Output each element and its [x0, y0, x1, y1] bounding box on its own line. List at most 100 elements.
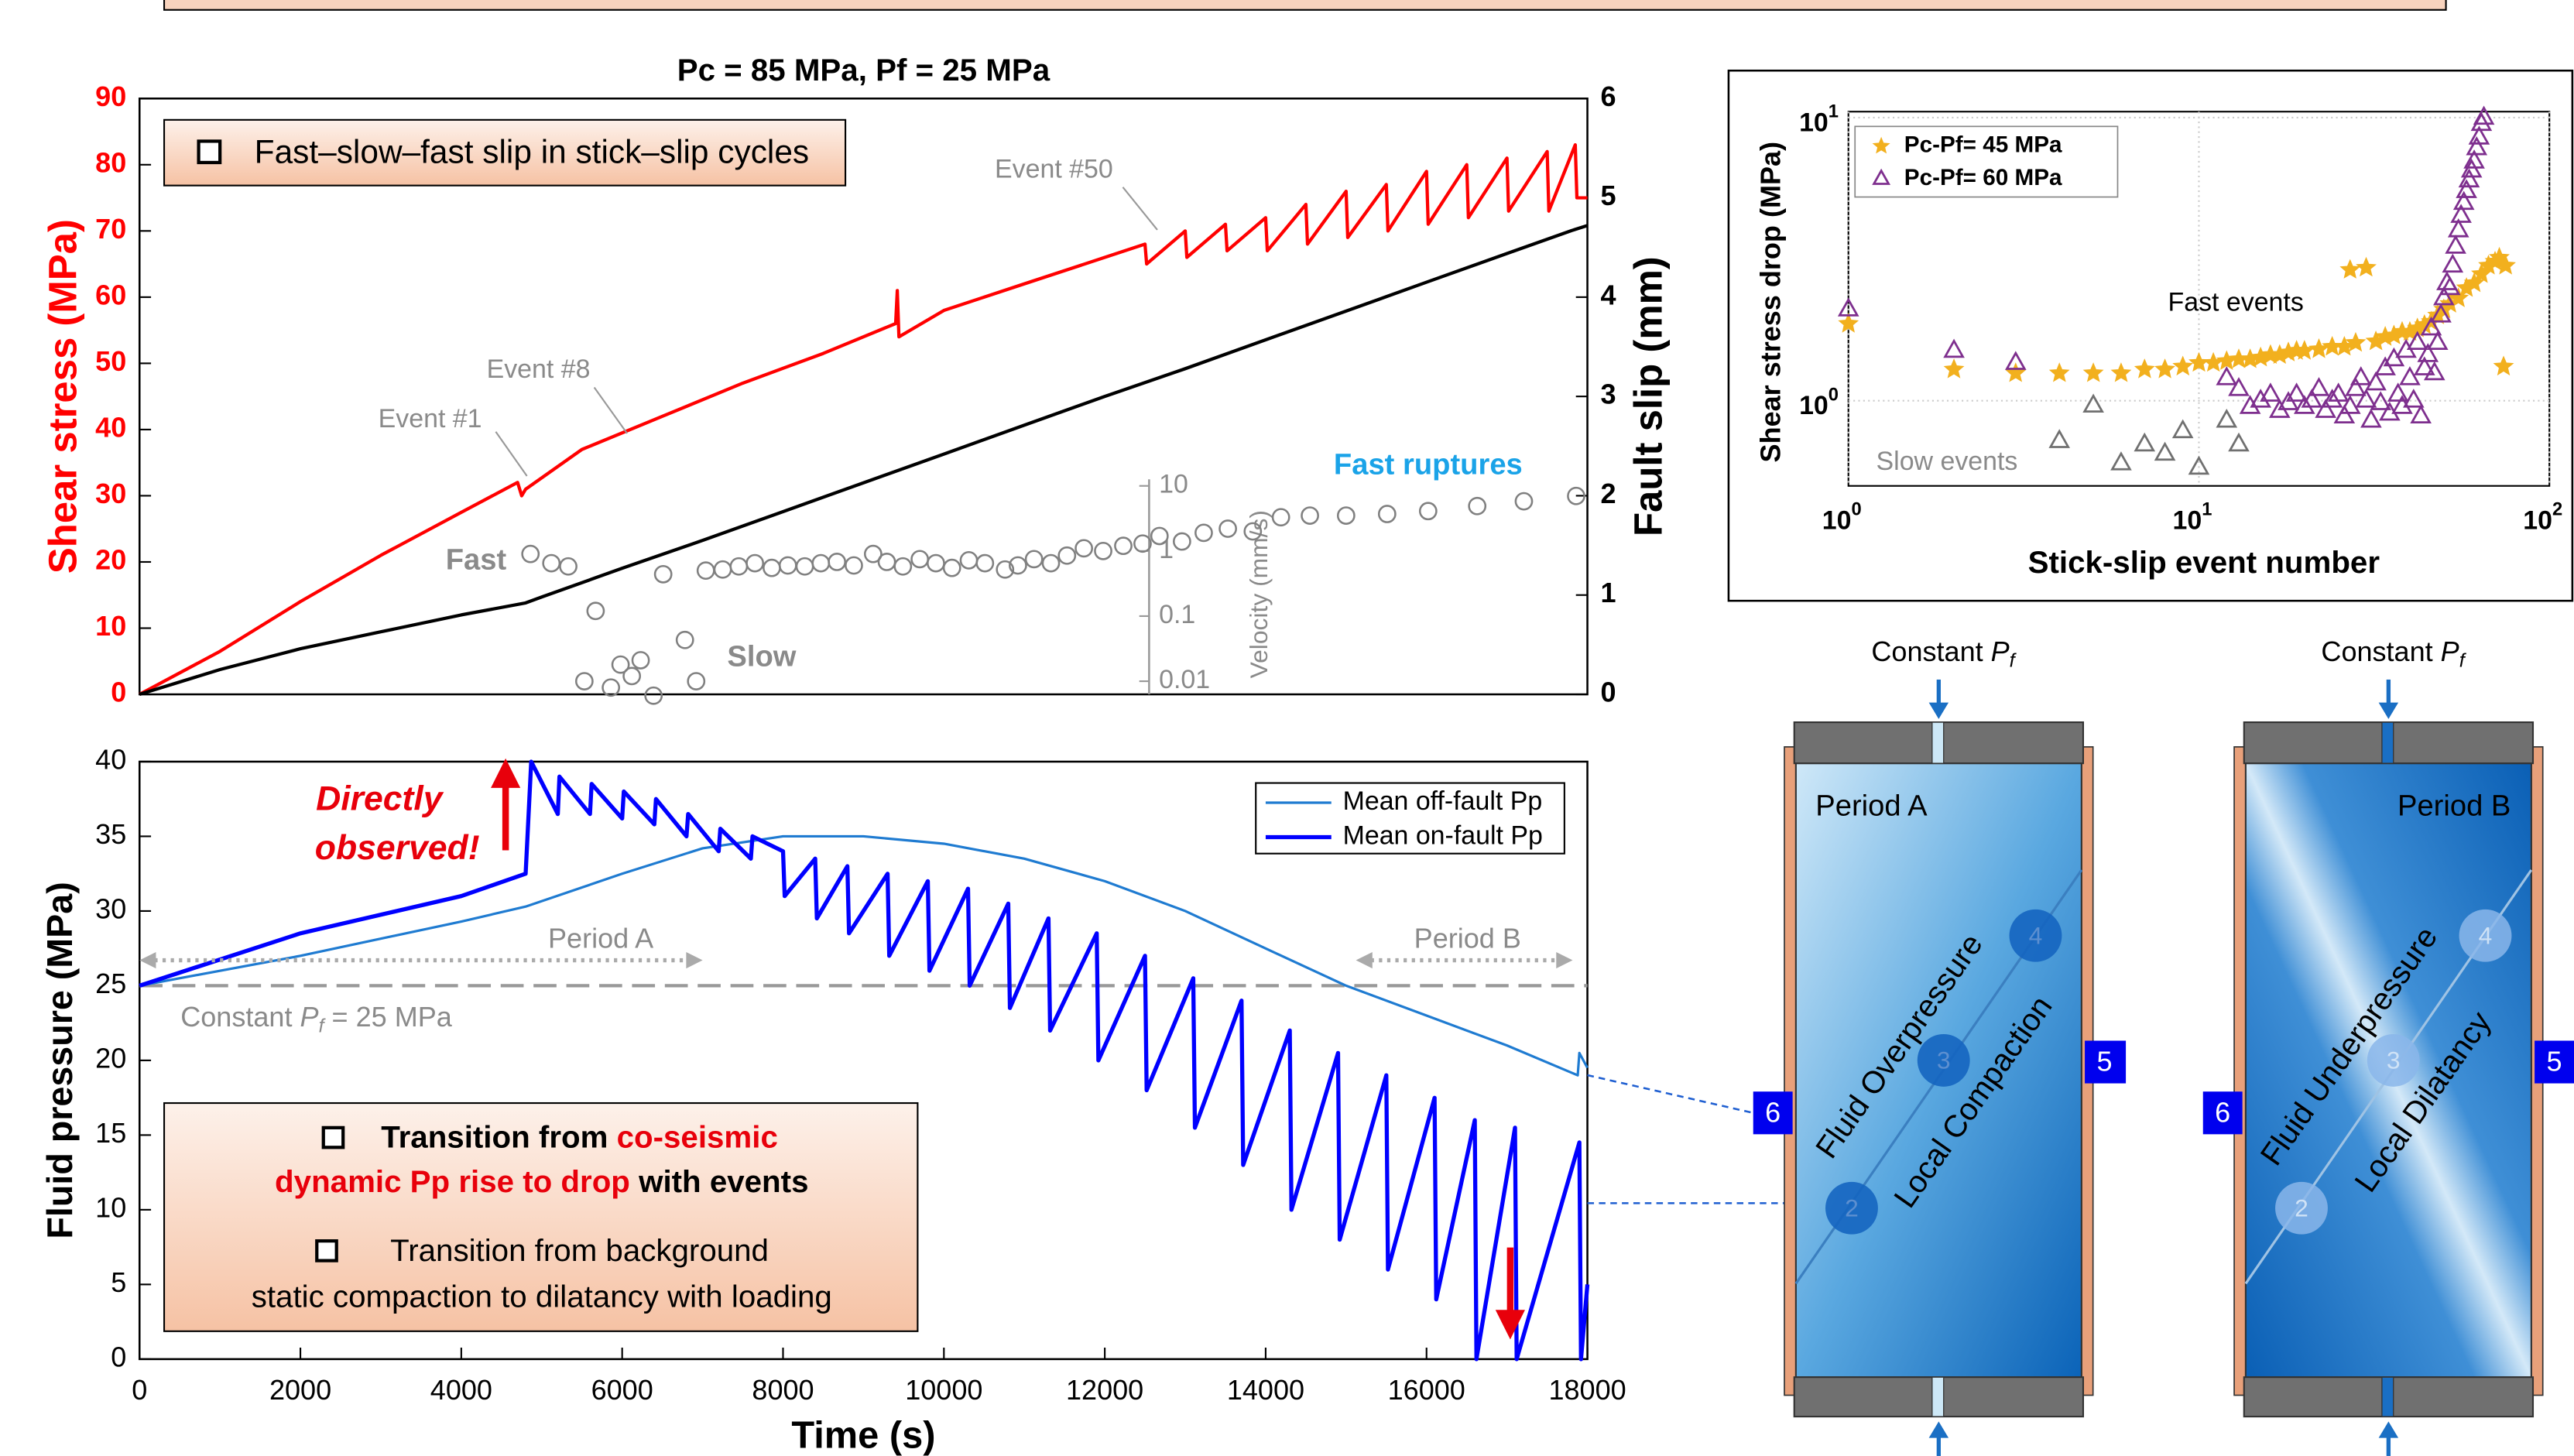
top-label: Constant Pf: [1871, 636, 2017, 672]
slow-label: Slow: [727, 639, 796, 673]
checkbox-icon: [321, 1125, 345, 1149]
triangle-marker: [2399, 366, 2421, 385]
y-tick-label: 30: [95, 478, 126, 509]
star-marker: [2345, 331, 2367, 352]
y2-tick-label: 6: [1601, 81, 1616, 112]
sensor: [2009, 909, 2062, 962]
star-marker: [2463, 272, 2485, 293]
velocity-point: [1024, 550, 1044, 569]
velocity-point: [1567, 486, 1585, 505]
triangle-marker: [2374, 356, 2396, 375]
star-marker: [1872, 136, 1890, 154]
port-label: 6: [2215, 1096, 2230, 1128]
arrow-head: [139, 951, 156, 969]
text-box-line: Transition from co-seismic: [381, 1119, 778, 1154]
event-label: Event #8: [487, 355, 591, 384]
triangle-marker: [1837, 297, 1859, 317]
inset-tick-label: 10: [1159, 470, 1188, 499]
legend-label: Mean off-fault Pp: [1343, 786, 1543, 816]
legend-label: Pc-Pf= 45 MPa: [1904, 132, 2062, 158]
star-marker: [2495, 255, 2516, 275]
y-tick-label: 10: [95, 1191, 126, 1223]
triangle-marker: [2433, 286, 2455, 306]
triangle-marker: [2426, 331, 2449, 351]
triangle-marker: [2228, 377, 2250, 396]
triangle-marker: [2456, 179, 2477, 198]
triangle-marker: [1872, 168, 1891, 185]
y-tick-label-base: 10: [1799, 108, 1829, 137]
triangle-marker: [2004, 351, 2027, 370]
triangle-marker: [2333, 404, 2356, 424]
sensor: [2275, 1181, 2328, 1235]
arrow-head: [1556, 951, 1573, 969]
velocity-point: [893, 557, 913, 576]
reference-label-part: = 25 MPa: [324, 1000, 453, 1032]
sensor: [2367, 1033, 2420, 1087]
triangle-marker: [2423, 361, 2445, 381]
x-tick-label: 10000: [905, 1374, 982, 1406]
chart-title: Pc = 85 MPa, Pf = 25 MPa: [677, 53, 1051, 87]
period-label: Period B: [2397, 789, 2511, 822]
y2-tick-label: 3: [1601, 379, 1616, 410]
velocity-point: [1133, 534, 1152, 553]
velocity-point: [1057, 546, 1077, 565]
velocity-point: [877, 553, 896, 571]
pore-line: [1931, 1376, 1945, 1417]
velocity-point: [1243, 522, 1263, 541]
velocity-point: [910, 550, 930, 569]
top-label-part: P: [1991, 636, 2010, 667]
y-tick-label: 60: [95, 279, 126, 310]
text-box-segment: dynamic Pp rise to drop: [275, 1164, 630, 1199]
velocity-point: [574, 672, 594, 690]
arrow-head: [2378, 702, 2399, 719]
triangle-marker: [2048, 429, 2071, 448]
triangle-marker: [2468, 125, 2490, 145]
triangle-marker: [2410, 404, 2432, 424]
star-marker: [2172, 355, 2194, 376]
connector: [1587, 1074, 1754, 1115]
legend-label: Mean on-fault Pp: [1343, 820, 1543, 850]
triangle-marker: [2216, 366, 2238, 385]
plot-frame: [138, 98, 1589, 696]
triangle-marker: [2188, 455, 2210, 475]
triangle-marker: [2387, 382, 2409, 402]
x-tick-label-exponent: 1: [2202, 500, 2212, 520]
triangle-marker: [2460, 158, 2483, 178]
arrow-head: [1928, 1421, 1949, 1438]
y2-tick-label: 0: [1601, 677, 1616, 708]
arrow-head: [1928, 702, 1949, 719]
velocity-point: [1194, 523, 1213, 543]
velocity-point: [542, 553, 561, 573]
velocity-point: [1074, 539, 1093, 558]
period-label: Period A: [548, 923, 653, 954]
inset-tick-label: 0.01: [1159, 665, 1210, 694]
velocity-point: [1418, 502, 1438, 521]
top-label-part: Constant: [1871, 636, 1990, 667]
star-marker: [2448, 287, 2469, 307]
data-line: [139, 142, 1588, 696]
arrow-head: [686, 951, 703, 969]
velocity-point: [687, 672, 706, 690]
fast-events-label: Fast events: [2168, 287, 2304, 317]
x-axis-label: Stick-slip event number: [2028, 545, 2380, 580]
legend-box: [163, 118, 847, 187]
top-label-part: f: [2010, 649, 2017, 671]
x-tick-label: 8000: [752, 1374, 814, 1406]
x-tick-label: 14000: [1227, 1374, 1304, 1406]
text-box-line: Transition from background: [390, 1233, 769, 1268]
port-label: 5: [2097, 1046, 2113, 1077]
velocity-point: [622, 666, 642, 686]
period-label: Period A: [1815, 789, 1928, 822]
period-label: Period B: [1414, 923, 1521, 954]
velocity-point: [729, 557, 749, 576]
pore-line: [2381, 721, 2394, 764]
y-tick-label: 20: [95, 543, 126, 575]
velocity-point: [1301, 506, 1319, 525]
y-tick-label-exponent: 1: [1829, 102, 1839, 122]
x-tick-label: 12000: [1066, 1374, 1143, 1406]
triangle-marker: [2294, 395, 2315, 414]
arrow-head: [1495, 1310, 1525, 1340]
triangle-marker: [2308, 377, 2330, 396]
